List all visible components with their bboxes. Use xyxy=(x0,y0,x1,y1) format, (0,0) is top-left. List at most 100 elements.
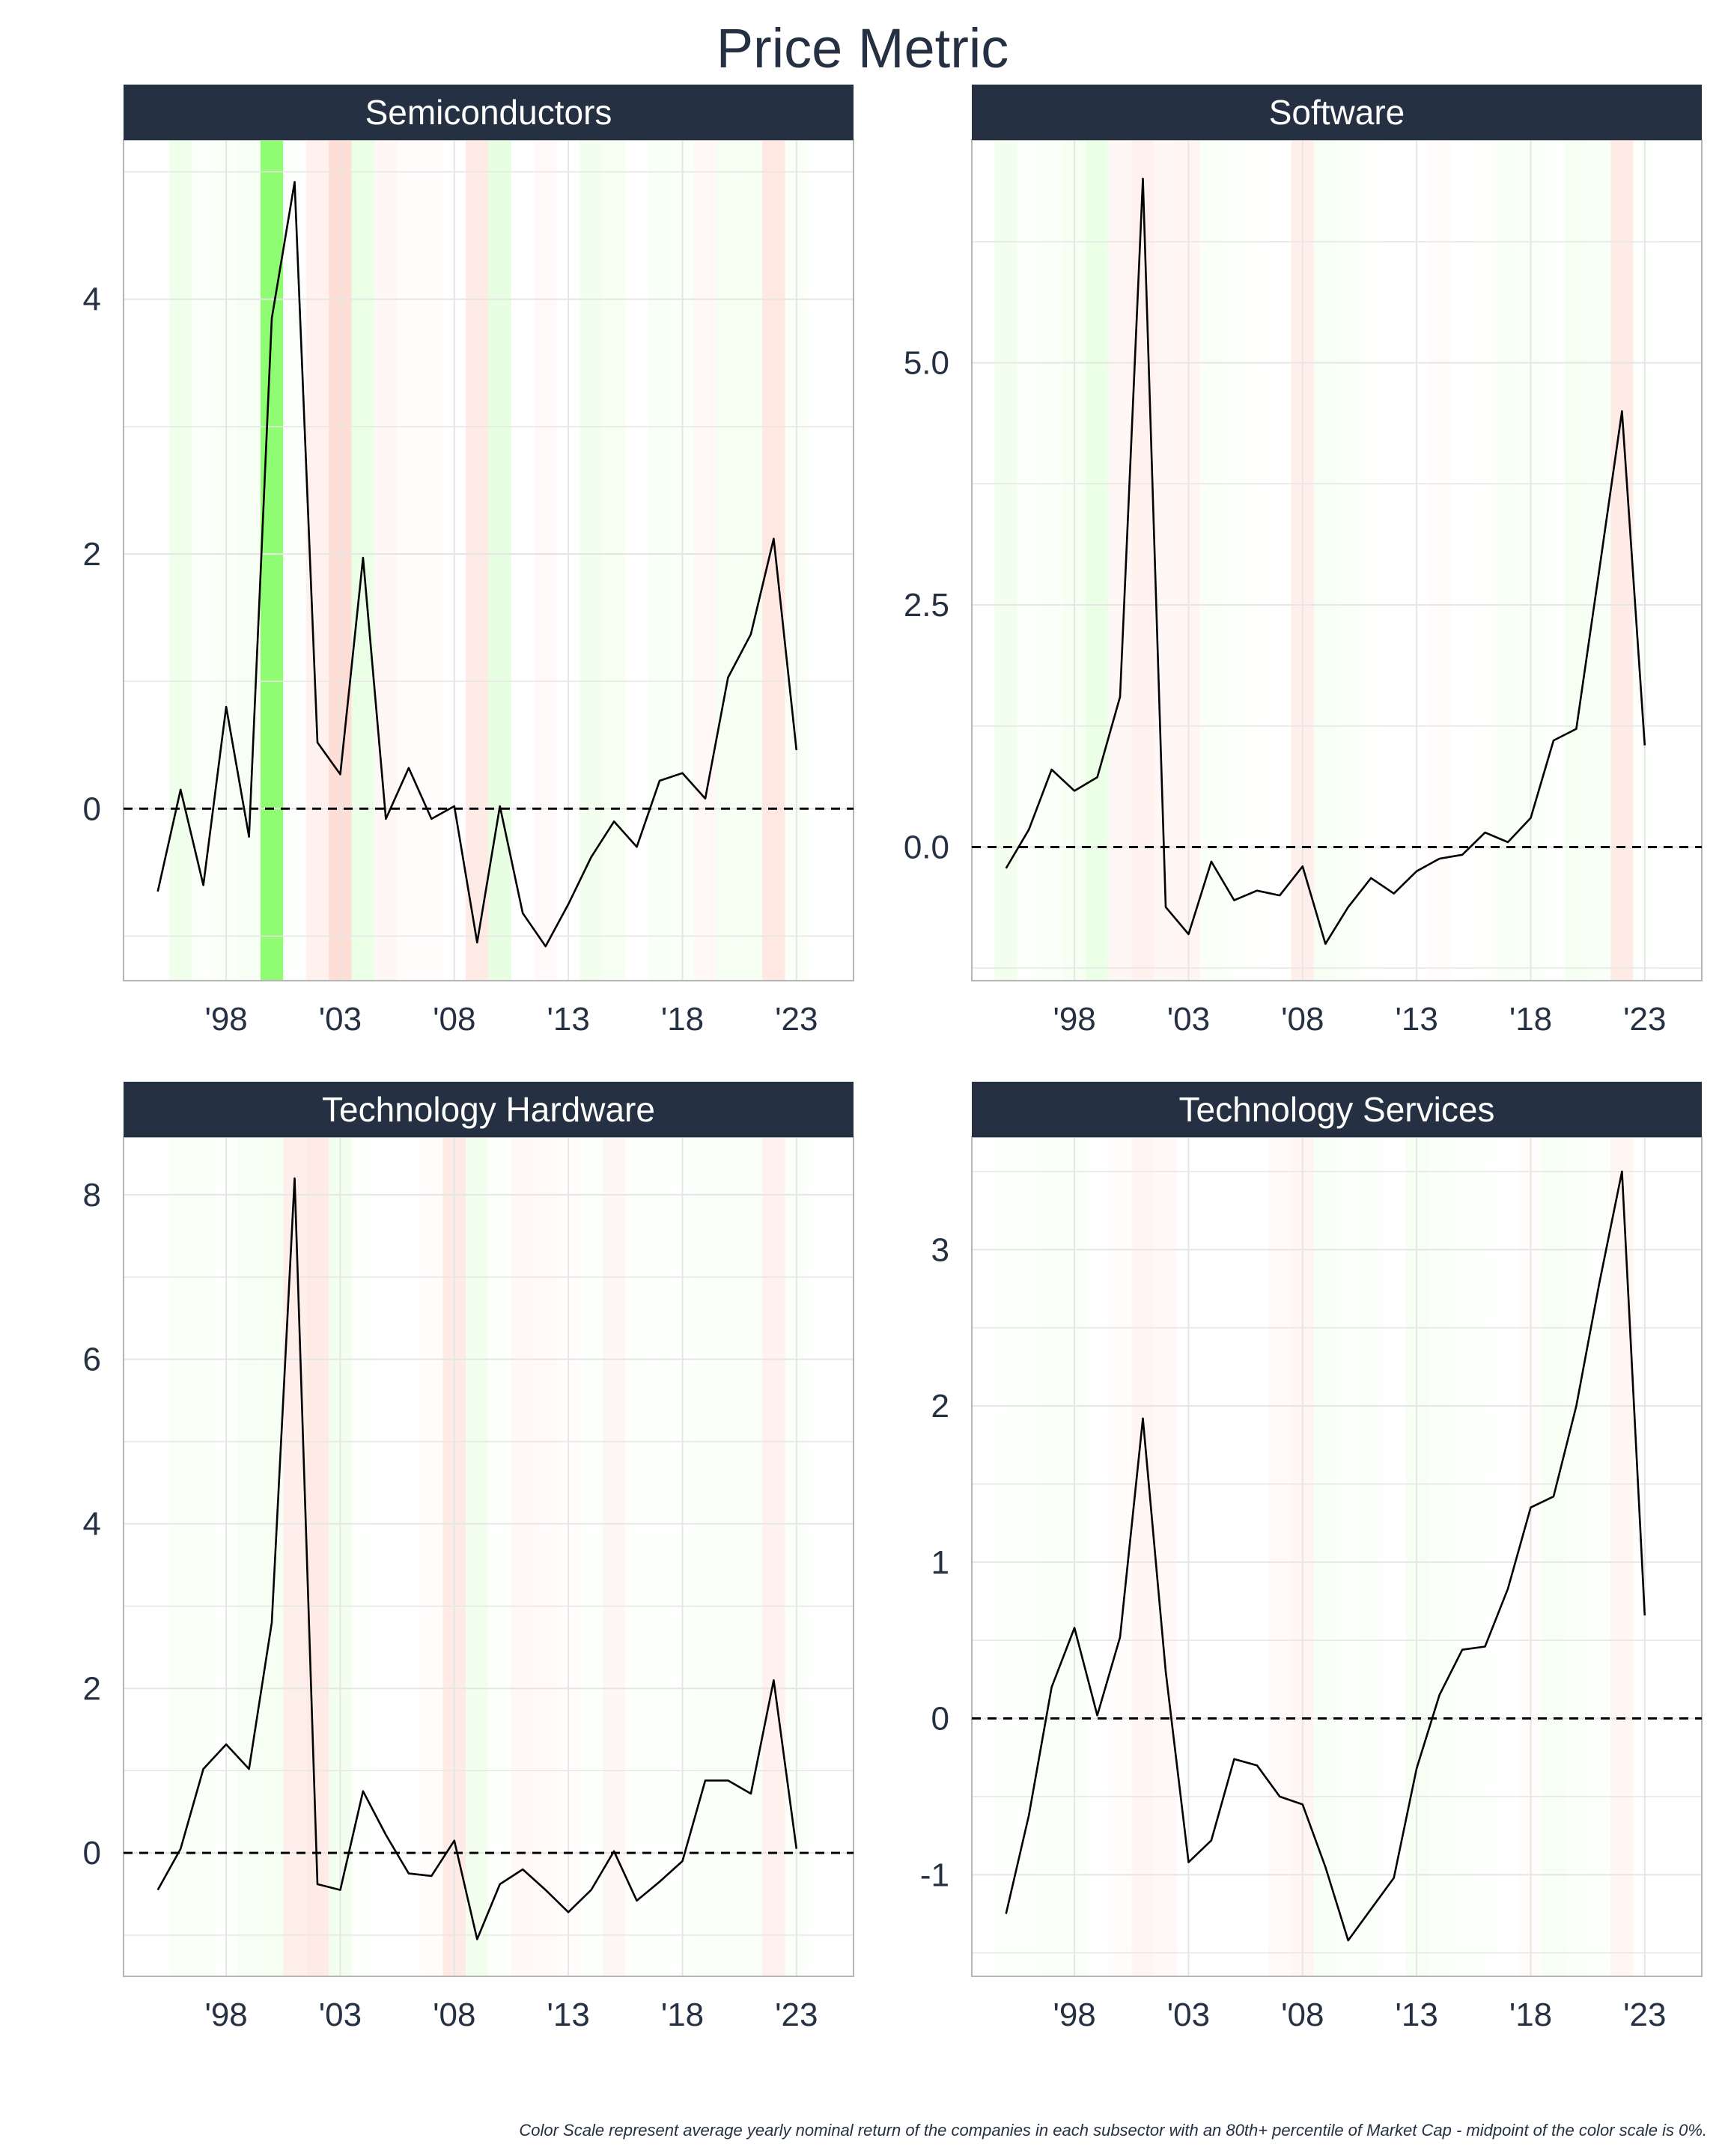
chart-title: Price Metric xyxy=(716,17,1009,79)
return-band xyxy=(374,140,398,981)
return-band xyxy=(351,1137,375,1976)
return-band xyxy=(1086,1137,1109,1976)
return-band xyxy=(1154,1137,1178,1976)
return-band xyxy=(1428,140,1451,981)
return-band xyxy=(1359,140,1383,981)
return-band xyxy=(693,140,717,981)
facet-strip xyxy=(124,85,854,140)
y-tick-label: 5.0 xyxy=(904,345,949,382)
return-band xyxy=(579,140,603,981)
return-band xyxy=(237,1137,261,1976)
return-band xyxy=(717,1137,740,1976)
return-band xyxy=(260,140,284,981)
return-band xyxy=(1245,1137,1269,1976)
x-tick-label: '18 xyxy=(661,1997,704,2033)
facet-panel-1: Software 0.0 2.5 5.0 '98 '03 '08 '13 '18 '23 xyxy=(904,85,1703,1038)
return-band xyxy=(420,1137,443,1976)
return-band xyxy=(1450,1137,1474,1976)
y-tick-label: 0 xyxy=(83,1835,101,1872)
facet-panel-2: Technology Hardware 0 2 4 6 8 '98 '03 '08 '13 '18 '… xyxy=(83,1082,854,2033)
return-band xyxy=(1086,140,1109,981)
return-band xyxy=(1382,1137,1405,1976)
return-band xyxy=(648,1137,672,1976)
return-band xyxy=(1040,140,1063,981)
x-tick-label: '08 xyxy=(1281,1997,1324,2033)
return-band xyxy=(534,140,557,981)
return-band xyxy=(1473,140,1497,981)
return-band xyxy=(420,140,443,981)
return-band xyxy=(1314,140,1337,981)
return-band xyxy=(1359,1137,1383,1976)
y-tick-label: 8 xyxy=(83,1177,101,1213)
return-band xyxy=(466,140,489,981)
facet-title: Software xyxy=(1269,93,1405,132)
x-tick-label: '18 xyxy=(1509,1997,1552,2033)
return-band xyxy=(146,140,169,981)
return-band xyxy=(374,1137,398,1976)
x-tick-label: '98 xyxy=(1053,1001,1095,1038)
return-band xyxy=(534,1137,557,1976)
return-band xyxy=(739,1137,763,1976)
x-tick-label: '98 xyxy=(204,1997,247,2033)
return-band xyxy=(1131,1137,1154,1976)
return-band xyxy=(305,1137,329,1976)
x-tick-label: '23 xyxy=(1623,1001,1666,1038)
return-band xyxy=(1336,1137,1360,1976)
return-band xyxy=(192,1137,215,1976)
series-line xyxy=(1005,1170,1646,1942)
y-tick-label: 3 xyxy=(931,1231,949,1268)
return-band xyxy=(1131,140,1154,981)
return-band xyxy=(1199,1137,1223,1976)
return-band xyxy=(488,1137,511,1976)
x-tick-label: '13 xyxy=(547,1997,589,2033)
x-tick-label: '23 xyxy=(775,1997,818,2033)
return-band xyxy=(625,1137,648,1976)
return-band xyxy=(1428,1137,1451,1976)
y-tick-label: 4 xyxy=(83,281,101,318)
return-band xyxy=(1450,140,1474,981)
facet-strip xyxy=(972,1082,1702,1137)
series-line xyxy=(156,1177,798,1940)
return-band xyxy=(625,140,648,981)
y-tick-label: 2.5 xyxy=(904,587,949,624)
facet-title: Technology Services xyxy=(1179,1090,1495,1129)
return-band xyxy=(1154,140,1178,981)
y-tick-label: 4 xyxy=(83,1506,101,1543)
x-tick-label: '03 xyxy=(1167,1997,1210,2033)
x-tick-label: '08 xyxy=(433,1001,475,1038)
series-line xyxy=(156,180,798,948)
return-band xyxy=(283,1137,306,1976)
return-band xyxy=(1542,140,1566,981)
return-band xyxy=(511,1137,535,1976)
x-tick-label: '13 xyxy=(547,1001,589,1038)
return-band xyxy=(1565,1137,1588,1976)
return-band xyxy=(1268,140,1292,981)
x-tick-label: '08 xyxy=(1281,1001,1324,1038)
return-band xyxy=(1245,140,1269,981)
y-tick-label: 2 xyxy=(931,1388,949,1425)
return-band xyxy=(1496,1137,1520,1976)
return-band xyxy=(1542,1137,1566,1976)
return-band xyxy=(648,140,672,981)
facet-panel-0: Semiconductors 0 2 4 '98 '03 '08 '13 '18 '23 xyxy=(83,85,854,1038)
return-band xyxy=(466,1137,489,1976)
return-band xyxy=(739,140,763,981)
return-band xyxy=(1268,1137,1292,1976)
y-tick-label: 1 xyxy=(931,1544,949,1581)
y-tick-label: 6 xyxy=(83,1342,101,1378)
x-tick-label: '98 xyxy=(204,1001,247,1038)
return-band xyxy=(994,1137,1017,1976)
return-band xyxy=(1565,140,1588,981)
return-band xyxy=(397,140,421,981)
x-tick-label: '03 xyxy=(319,1997,362,2033)
return-band xyxy=(1199,140,1223,981)
return-band xyxy=(146,1137,169,1976)
facet-title: Semiconductors xyxy=(365,93,612,132)
x-tick-label: '03 xyxy=(319,1001,362,1038)
x-tick-label: '13 xyxy=(1395,1997,1438,2033)
return-band xyxy=(1587,140,1611,981)
x-tick-label: '23 xyxy=(1623,1997,1666,2033)
return-band xyxy=(994,140,1017,981)
return-band xyxy=(762,1137,785,1976)
